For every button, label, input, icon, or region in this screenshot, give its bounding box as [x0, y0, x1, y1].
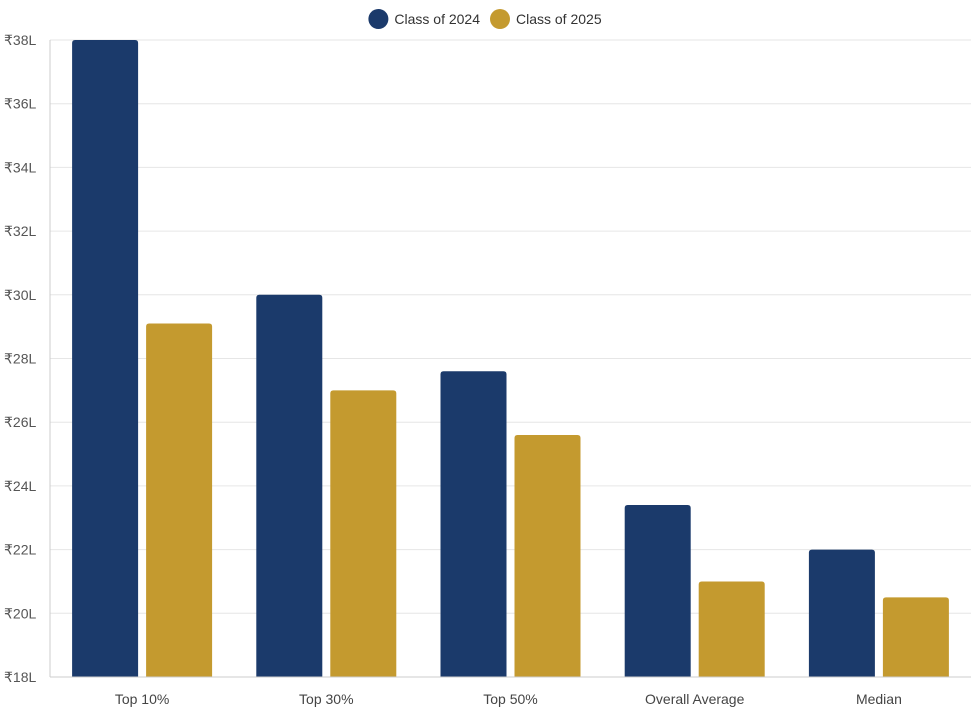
- x-tick-label: Overall Average: [645, 691, 745, 707]
- bar[interactable]: [882, 597, 949, 677]
- bar[interactable]: [330, 390, 397, 677]
- bar[interactable]: [808, 549, 875, 677]
- y-tick-label: ₹26L: [4, 414, 36, 430]
- y-tick-label: ₹18L: [4, 669, 36, 685]
- bar[interactable]: [514, 434, 581, 677]
- bar[interactable]: [256, 294, 323, 677]
- y-tick-label: ₹20L: [4, 605, 36, 621]
- legend-item[interactable]: Class of 2025: [490, 9, 602, 29]
- x-tick-label: Median: [856, 691, 902, 707]
- legend-swatch: [490, 9, 510, 29]
- legend[interactable]: Class of 2024 Class of 2025: [368, 9, 602, 29]
- y-tick-label: ₹38L: [4, 32, 36, 48]
- legend-item[interactable]: Class of 2024: [368, 9, 480, 29]
- legend-swatch: [368, 9, 389, 29]
- y-tick-label: ₹34L: [4, 159, 36, 175]
- y-tick-label: ₹32L: [4, 223, 36, 239]
- legend-label: Class of 2025: [516, 11, 602, 27]
- bar[interactable]: [72, 40, 139, 677]
- x-tick-label: Top 30%: [299, 691, 353, 707]
- y-axis-ticks: ₹18L ₹20L ₹22L ₹24L ₹26L ₹28L ₹30L ₹32L ₹34L ₹36L…: [4, 32, 36, 685]
- bars: [72, 40, 949, 677]
- x-axis: Top 10% Top 30% Top 50% Overall Average Medi…: [49, 40, 971, 707]
- y-tick-label: ₹22L: [4, 542, 36, 558]
- bar[interactable]: [698, 581, 765, 677]
- bar[interactable]: [146, 323, 213, 677]
- x-tick-label: Top 50%: [483, 691, 537, 707]
- legend-label: Class of 2024: [394, 11, 480, 27]
- bar[interactable]: [440, 371, 507, 677]
- y-tick-label: ₹28L: [4, 351, 36, 367]
- x-tick-label: Top 10%: [115, 691, 169, 707]
- y-tick-label: ₹36L: [4, 96, 36, 112]
- bar[interactable]: [624, 505, 691, 677]
- y-tick-label: ₹24L: [4, 478, 36, 494]
- y-tick-label: ₹30L: [4, 287, 36, 303]
